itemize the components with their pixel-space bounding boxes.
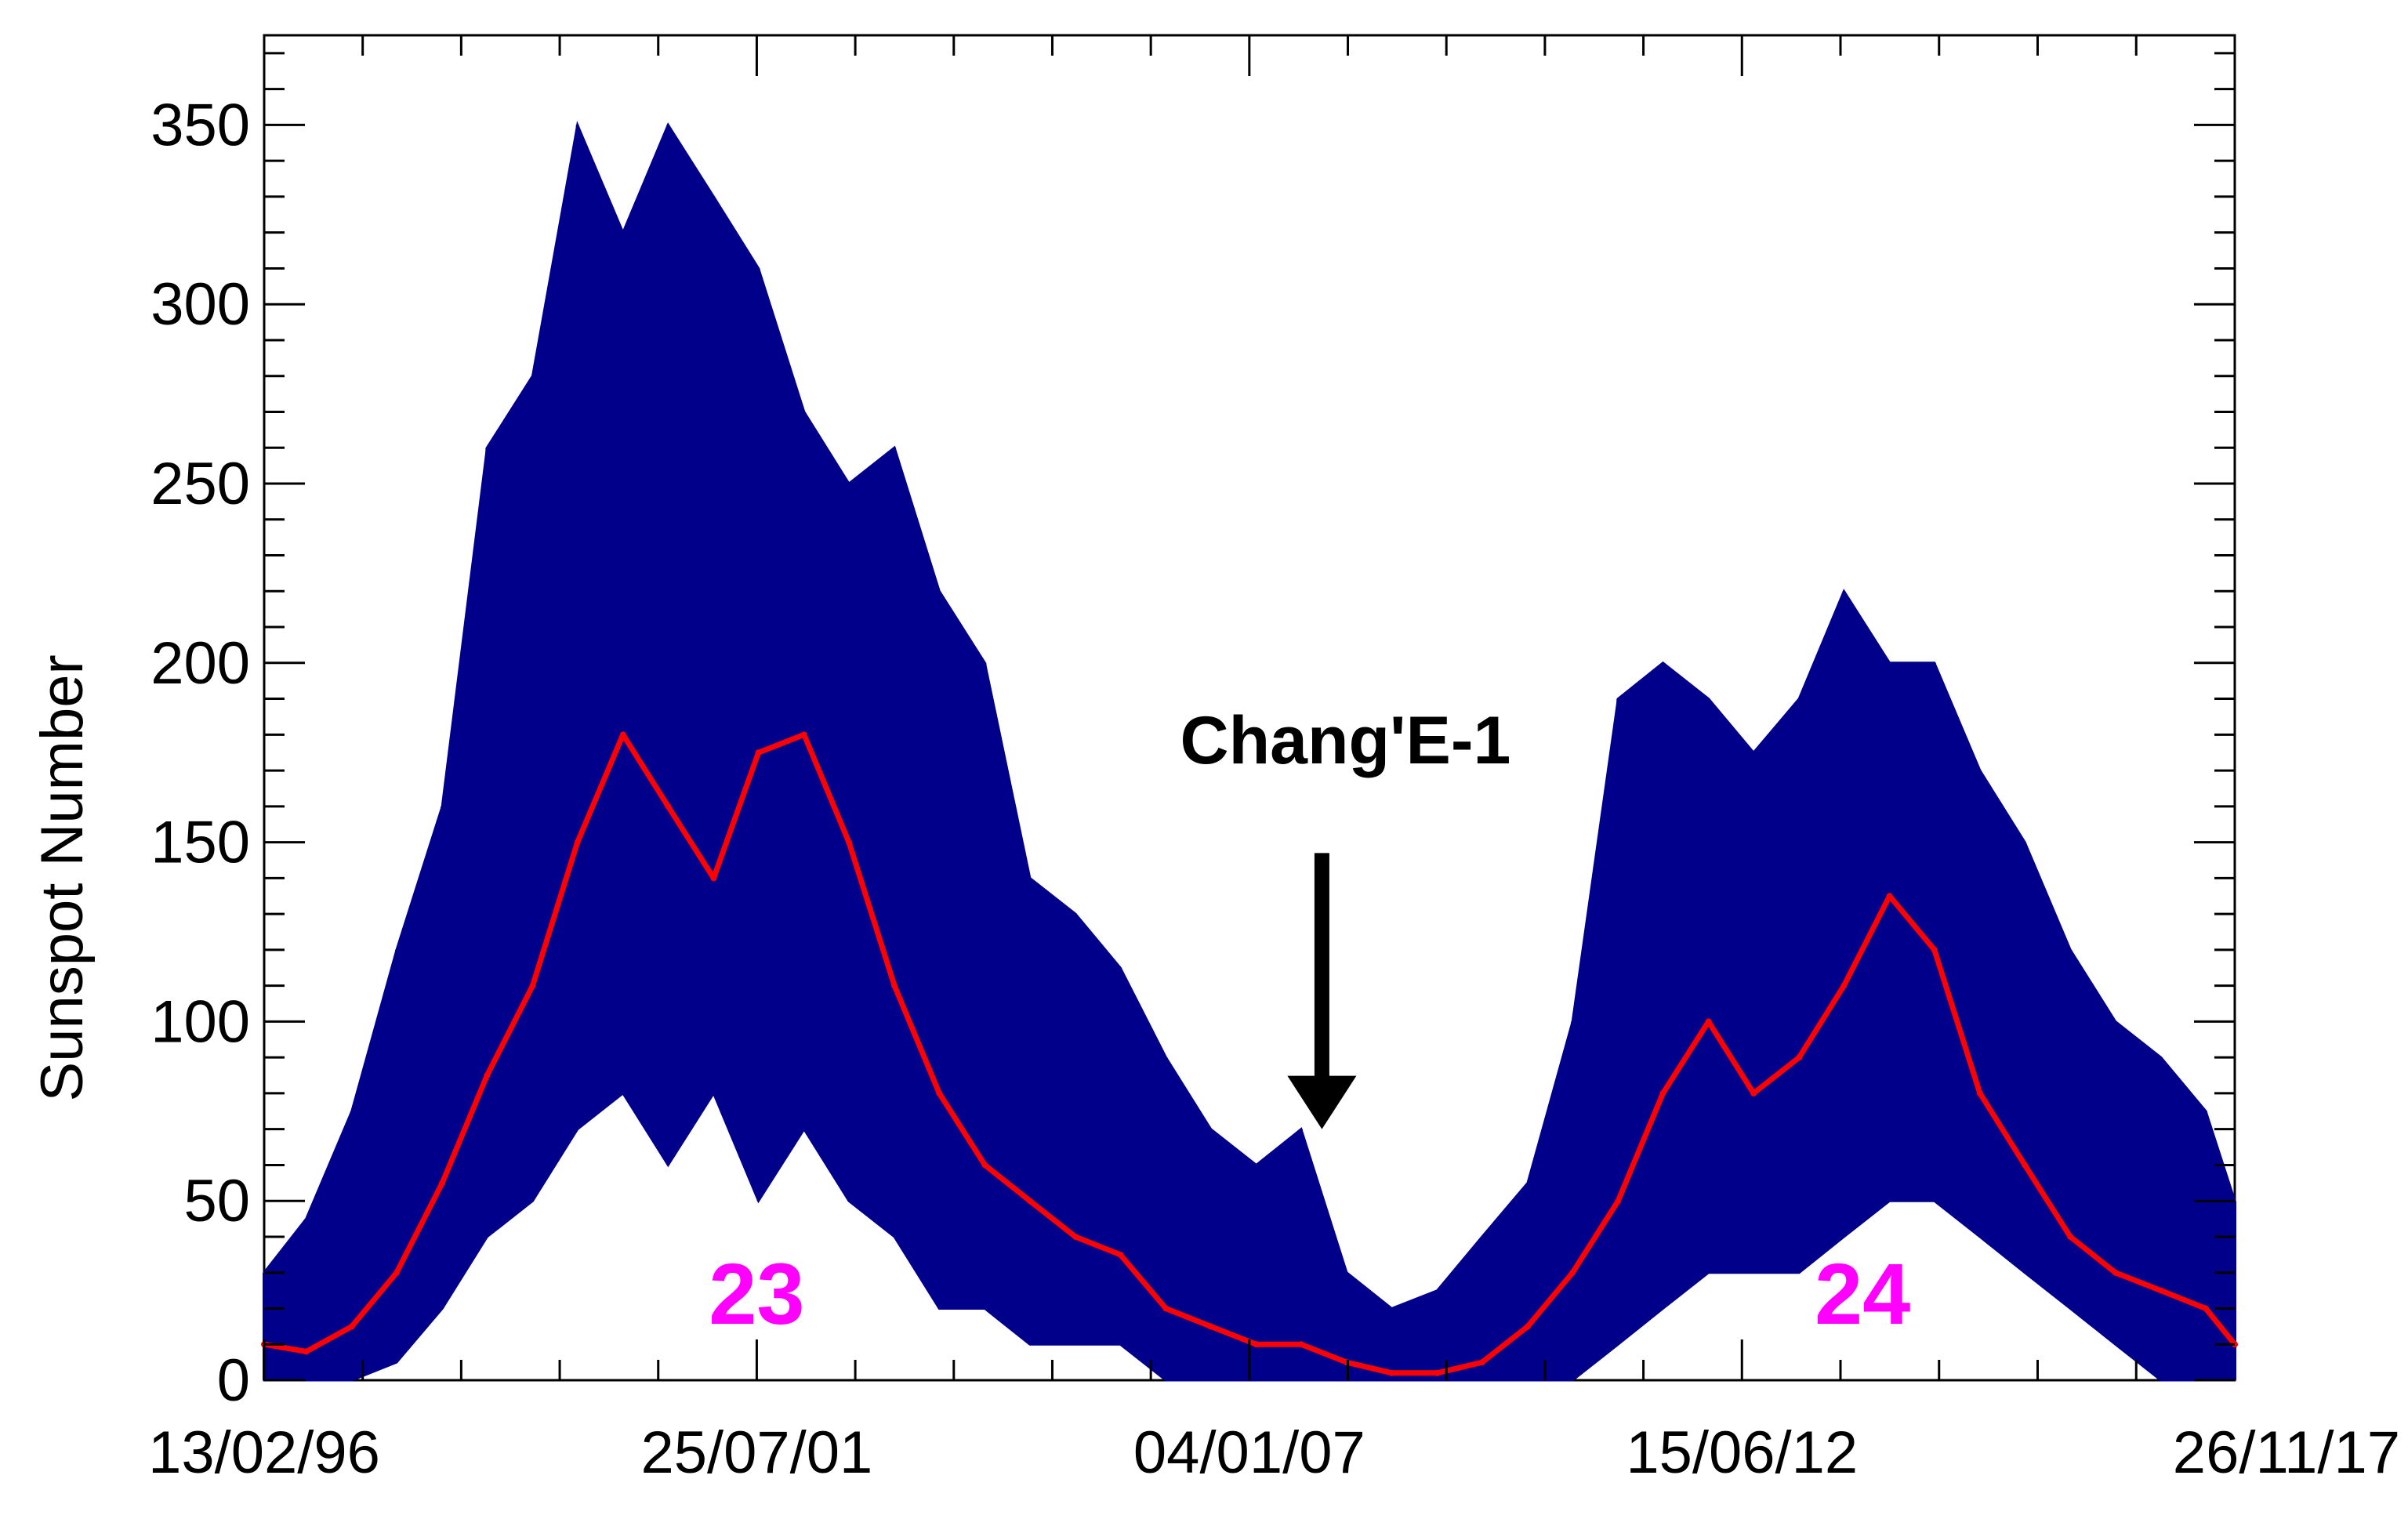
- annotations: 23 24 Chang'E-1: [709, 703, 1910, 1343]
- smoothed-point: [1478, 1359, 1485, 1366]
- cycle-label-24: 24: [1815, 1246, 1910, 1343]
- smoothed-point: [484, 1072, 491, 1079]
- smoothed-point: [2112, 1269, 2119, 1276]
- smoothed-point: [1026, 1198, 1033, 1205]
- x-tick-label: 15/06/12: [1626, 1419, 1858, 1486]
- smoothed-point: [1705, 1018, 1712, 1025]
- smoothed-point: [529, 982, 536, 989]
- smoothed-point: [1253, 1341, 1260, 1348]
- smoothed-point: [1207, 1323, 1214, 1330]
- smoothed-point: [2203, 1305, 2210, 1312]
- smoothed-point: [1796, 1054, 1803, 1061]
- smoothed-point: [1524, 1323, 1531, 1330]
- smoothed-point: [393, 1269, 401, 1276]
- smoothed-point: [1117, 1251, 1124, 1258]
- smoothed-point: [348, 1323, 355, 1330]
- y-tick-label: 350: [150, 92, 250, 158]
- x-tick-label: 26/11/17: [2173, 1419, 2400, 1486]
- smoothed-point: [891, 982, 898, 989]
- smoothed-point: [845, 839, 852, 846]
- smoothed-point: [303, 1348, 310, 1355]
- smoothed-point: [1750, 1089, 1757, 1096]
- smoothed-point: [2157, 1287, 2164, 1294]
- smoothed-point: [1659, 1089, 1666, 1096]
- smoothed-point: [439, 1180, 446, 1187]
- smoothed-point: [1976, 1089, 1983, 1096]
- smoothed-point: [1072, 1233, 1079, 1240]
- y-axis-title: Sunspot Number: [29, 654, 96, 1101]
- y-tick-label: 150: [150, 810, 250, 876]
- y-tick-label: 300: [150, 271, 250, 338]
- changE-1-arrow-head: [1287, 1075, 1357, 1129]
- smoothed-point: [710, 875, 717, 882]
- smoothed-point: [936, 1089, 943, 1096]
- smoothed-point: [1615, 1198, 1622, 1205]
- cycle-label-23: 23: [709, 1246, 804, 1343]
- smoothed-sunspot-line-layer: [261, 731, 2238, 1376]
- x-axis-ticks: 13/02/96 25/07/01 04/01/07 15/06/12 26/11/17: [148, 35, 2400, 1486]
- x-tick-label: 04/01/07: [1133, 1419, 1365, 1486]
- y-tick-label: 50: [183, 1168, 250, 1234]
- smoothed-point: [619, 731, 626, 738]
- smoothed-point: [981, 1162, 988, 1169]
- changE-1-label: Chang'E-1: [1180, 703, 1511, 778]
- smoothed-point: [800, 731, 807, 738]
- x-tick-label: 13/02/96: [148, 1419, 380, 1486]
- y-tick-label: 200: [150, 630, 250, 697]
- smoothed-point: [755, 749, 762, 756]
- y-tick-label: 250: [150, 451, 250, 517]
- y-tick-label: 100: [150, 988, 250, 1055]
- smoothed-point: [1297, 1341, 1304, 1348]
- smoothed-point: [1569, 1269, 1576, 1276]
- smoothed-point: [1886, 893, 1893, 900]
- y-axis-ticks: 0 50 100 150 200 250 300 350: [150, 52, 2235, 1414]
- smoothed-point: [1931, 946, 1938, 953]
- smoothed-point: [665, 803, 672, 810]
- x-tick-label: 25/07/01: [640, 1419, 872, 1486]
- smoothed-point: [2067, 1233, 2074, 1240]
- smoothed-point: [1388, 1369, 1395, 1376]
- smoothed-point: [1162, 1305, 1170, 1312]
- smoothed-point: [1840, 982, 1848, 989]
- smoothed-point: [2022, 1162, 2029, 1169]
- y-tick-label: 0: [217, 1347, 250, 1414]
- daily-sunspot-band-layer: [263, 121, 2236, 1382]
- smoothed-point: [574, 839, 581, 846]
- smoothed-point: [1434, 1369, 1441, 1376]
